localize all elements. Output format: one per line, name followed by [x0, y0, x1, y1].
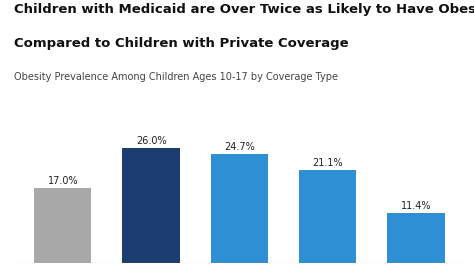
Text: 17.0%: 17.0% [47, 176, 78, 186]
Text: Obesity Prevalence Among Children Ages 10-17 by Coverage Type: Obesity Prevalence Among Children Ages 1… [14, 72, 338, 82]
Bar [122, 148, 180, 263]
Bar [210, 154, 268, 263]
Text: 21.1%: 21.1% [312, 158, 343, 168]
Text: 24.7%: 24.7% [224, 142, 255, 152]
Text: Compared to Children with Private Coverage: Compared to Children with Private Covera… [14, 37, 349, 50]
Text: 26.0%: 26.0% [136, 136, 166, 146]
Text: Children with Medicaid are Over Twice as Likely to Have Obesity: Children with Medicaid are Over Twice as… [14, 3, 474, 16]
Bar [34, 188, 91, 263]
Bar [387, 213, 445, 263]
Text: 11.4%: 11.4% [401, 201, 431, 211]
Bar [299, 170, 356, 263]
